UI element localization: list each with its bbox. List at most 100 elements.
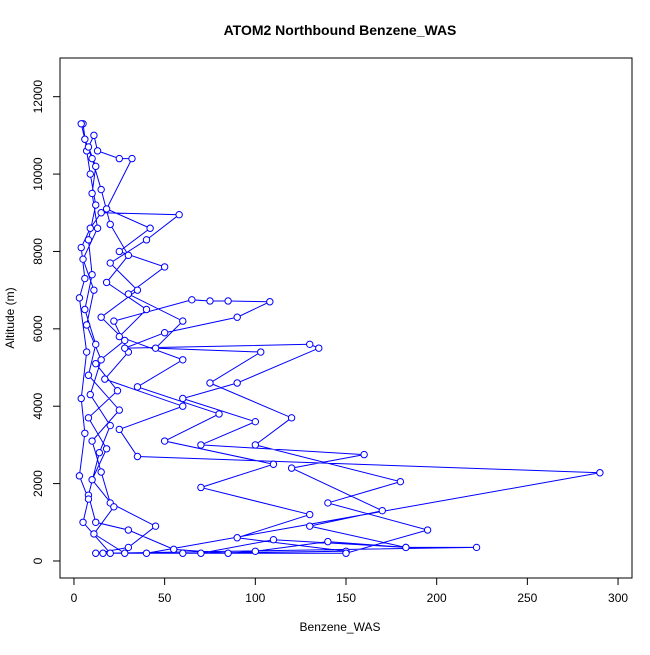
data-point [324,499,332,507]
data-point [93,147,102,155]
data-point [79,518,87,526]
data-point [82,321,91,329]
data-point [115,247,124,256]
data-point [106,549,114,557]
data-point [106,421,114,430]
y-tick-label: 4000 [31,393,45,420]
data-point [224,297,232,305]
data-point [88,476,96,484]
data-point [233,534,241,542]
data-point [306,522,314,530]
data-point [115,425,124,434]
data-point [128,154,136,163]
data-point [115,406,124,414]
data-point [179,317,187,325]
data-point [84,236,93,244]
data-point [306,340,314,349]
y-tick-label: 0 [31,557,45,564]
data-point [160,437,169,445]
data-point [251,441,260,449]
data-point [423,526,432,534]
data-point [81,429,89,437]
data-point [197,549,205,557]
data-point [396,477,405,486]
data-point [75,472,84,480]
data-point [179,356,187,364]
data-point [82,348,91,356]
data-point [92,518,100,526]
data-point [206,379,214,387]
data-point [102,445,111,453]
x-axis-label: Benzene_WAS [300,620,381,634]
data-point [88,437,96,445]
data-point [106,220,114,229]
data-point [75,294,84,302]
x-tick-label: 0 [71,591,78,605]
data-point [342,549,350,557]
data-point [142,549,151,557]
data-point [324,537,332,546]
data-point [224,549,232,557]
x-tick-label: 50 [158,591,172,605]
data-point [257,348,265,356]
y-tick-label: 6000 [31,315,45,342]
data-point [90,286,98,294]
data-point [133,452,142,461]
data-point [81,305,89,314]
data-point [124,251,133,260]
x-tick-label: 250 [517,591,537,605]
data-point [175,210,183,219]
data-point [287,464,296,472]
data-point [151,522,160,530]
data-point [115,332,124,341]
data-point [188,296,196,304]
data-point [206,297,214,305]
data-point [106,259,114,267]
data-point [121,549,129,557]
data-point [133,383,142,391]
data-point [84,414,93,422]
data-point [269,460,278,468]
data-point [233,313,241,321]
y-tick-label: 2000 [31,470,45,497]
data-point [84,371,93,379]
data-point [179,394,187,403]
data-point [170,545,178,554]
data-point [151,344,160,352]
data-point [110,317,118,325]
data-point [124,526,133,534]
data-point [81,135,89,143]
data-point [97,356,105,364]
data-point [92,549,100,557]
data-point [472,543,481,552]
data-point [197,441,205,449]
data-point [97,185,105,194]
data-point [179,402,187,410]
data-point [81,274,89,283]
data-point [287,414,296,422]
data-point [77,120,85,128]
data-point [315,344,323,352]
data-point [77,243,85,252]
data-point [86,170,94,178]
x-tick-label: 200 [427,591,447,605]
data-point [79,255,87,263]
data-point [160,329,169,337]
data-point [146,224,154,232]
data-point [92,162,100,171]
data-point [251,547,260,556]
x-tick-label: 100 [245,591,265,605]
data-point [92,201,100,209]
data-point [90,530,98,538]
data-point [596,469,604,477]
data-point [306,510,314,519]
data-point [97,209,105,217]
data-point [92,359,100,368]
chart-title: ATOM2 Northbound Benzene_WAS [224,22,457,38]
data-point [142,305,151,314]
data-point [97,313,105,321]
data-point [124,543,133,552]
data-point [142,236,151,244]
data-point [160,263,169,271]
